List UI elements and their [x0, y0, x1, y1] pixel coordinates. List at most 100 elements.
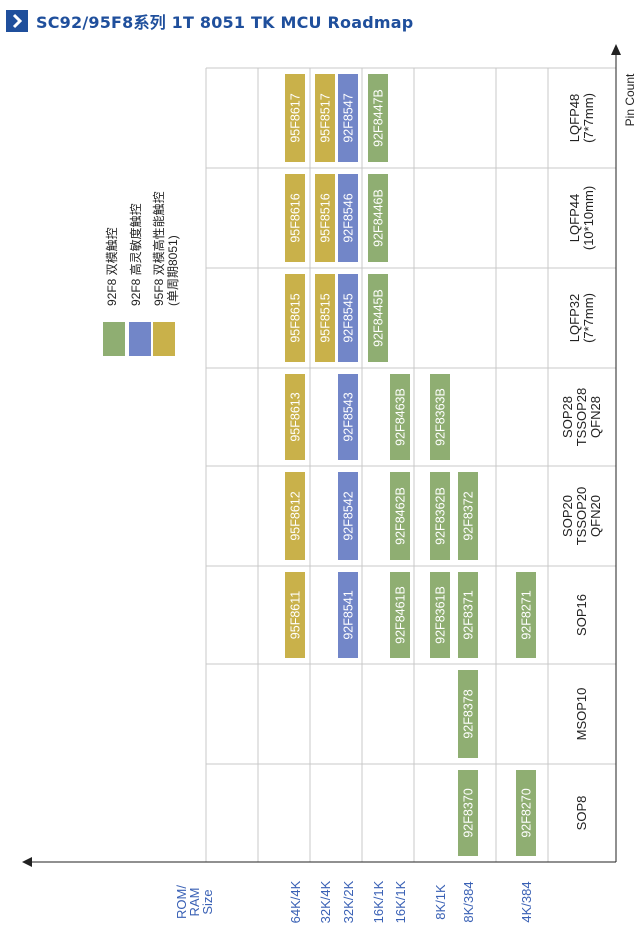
part-box: [285, 74, 305, 162]
part-box: [338, 374, 358, 460]
memory-size-label: 4K/384: [519, 881, 534, 922]
axes: [22, 44, 621, 867]
part-label: 95F8515: [319, 293, 333, 342]
part-box: [368, 74, 388, 162]
package-label: SOP8: [574, 796, 589, 831]
part-box: [516, 572, 536, 658]
part-box: [285, 572, 305, 658]
part-label: 95F8612: [289, 491, 303, 540]
part-box: [368, 274, 388, 362]
part-label: 92F8371: [462, 590, 476, 639]
part-label: 92F8378: [462, 689, 476, 738]
x-axis-arrow: [22, 857, 32, 867]
part-box: [390, 374, 410, 460]
package-label: SOP20: [560, 495, 575, 537]
package-label: MSOP10: [574, 688, 589, 741]
part-box: [338, 74, 358, 162]
part-label: 92F8447B: [372, 89, 386, 147]
part-label: 92F8445B: [372, 289, 386, 347]
grid: [205, 67, 617, 863]
part-box: [458, 770, 478, 856]
part-label: 92F8446B: [372, 189, 386, 247]
package-label: TSSOP20: [574, 487, 589, 546]
memory-size-label: 8K/1K: [433, 884, 448, 920]
package-label: LQFP48: [567, 94, 582, 142]
legend: 92F8 双模触控 92F8 高灵敏度触控 95F8 双模高性能触控 (单周期8051…: [103, 191, 180, 356]
package-label: SOP16: [574, 594, 589, 636]
pin-count-label: Pin Count: [623, 73, 637, 126]
part-box: [458, 572, 478, 658]
part-box: [285, 274, 305, 362]
part-label: 95F8611: [289, 591, 303, 639]
part-boxes: 95F8617 95F8616 95F8615 95F8613 95F8612 95F86…: [285, 74, 536, 856]
part-box: [338, 472, 358, 560]
page-title: SC92/95F8系列 1T 8051 TK MCU Roadmap: [36, 13, 414, 32]
part-box: [430, 572, 450, 658]
memory-size-label: 8K/384: [461, 881, 476, 922]
package-label: QFN20: [588, 495, 603, 537]
memory-size-label: 16K/1K: [393, 880, 408, 923]
package-label: LQFP44: [567, 194, 582, 242]
part-box: [315, 74, 335, 162]
part-label: 92F8271: [520, 590, 534, 639]
part-box: [315, 274, 335, 362]
package-label: (7*7mm): [581, 93, 596, 143]
part-label: 92F8363B: [434, 388, 448, 446]
package-label: (7*7mm): [581, 293, 596, 343]
part-box: [390, 572, 410, 658]
legend-label: 92F8 双模触控: [105, 227, 119, 306]
part-label: 92F8270: [520, 788, 534, 837]
chevron-right-icon: [6, 10, 28, 32]
part-label: 92F8543: [342, 392, 356, 441]
part-box: [285, 374, 305, 460]
part-box: [430, 472, 450, 560]
memory-size-label: 64K/4K: [288, 880, 303, 923]
page-header: SC92/95F8系列 1T 8051 TK MCU Roadmap: [6, 8, 413, 34]
y-axis-arrow: [611, 44, 621, 55]
part-box: [458, 472, 478, 560]
memory-size-labels: 64K/4K 32K/4K 32K/2K 16K/1K 16K/1K 8K/1K 8K/38…: [174, 880, 534, 923]
part-box: [315, 174, 335, 262]
part-box: [430, 374, 450, 460]
part-box: [516, 770, 536, 856]
legend-swatch: [129, 322, 151, 356]
part-box: [338, 274, 358, 362]
memory-size-label: 32K/2K: [341, 880, 356, 923]
memory-axis-title: Size: [200, 889, 215, 914]
part-label: 92F8362B: [434, 487, 448, 545]
part-label: 95F8613: [289, 392, 303, 441]
part-box: [338, 572, 358, 658]
part-label: 95F8516: [319, 193, 333, 242]
legend-label: 95F8 双模高性能触控: [151, 191, 166, 306]
part-label: 95F8517: [319, 93, 333, 142]
part-box: [285, 472, 305, 560]
package-label: (10*10mm): [581, 186, 596, 250]
part-label: 92F8547: [342, 93, 356, 142]
package-label: LQFP32: [567, 294, 582, 342]
package-labels: SOP8 MSOP10 SOP16 SOP20 TSSOP20 QFN20 SOP28 TSS…: [560, 93, 603, 830]
part-box: [285, 174, 305, 262]
part-label: 95F8617: [289, 93, 303, 142]
legend-sublabel: (单周期8051): [166, 235, 180, 306]
memory-axis-title: ROM/: [174, 885, 189, 919]
part-label: 92F8372: [462, 491, 476, 540]
part-label: 92F8361B: [434, 586, 448, 644]
part-label: 95F8616: [289, 193, 303, 242]
part-box: [458, 670, 478, 758]
package-label: QFN28: [588, 396, 603, 438]
memory-size-label: 16K/1K: [371, 880, 386, 923]
part-box: [368, 174, 388, 262]
memory-axis-title: RAM: [187, 888, 202, 917]
package-label: SOP28: [560, 396, 575, 438]
part-label: 92F8542: [342, 491, 356, 540]
part-label: 92F8545: [342, 293, 356, 342]
part-label: 92F8546: [342, 193, 356, 242]
part-box: [390, 472, 410, 560]
legend-swatch: [103, 322, 125, 356]
memory-size-label: 32K/4K: [318, 880, 333, 923]
package-label: TSSOP28: [574, 388, 589, 447]
part-label: 92F8463B: [394, 388, 408, 446]
part-label: 92F8541: [342, 590, 356, 639]
part-label: 92F8462B: [394, 487, 408, 545]
